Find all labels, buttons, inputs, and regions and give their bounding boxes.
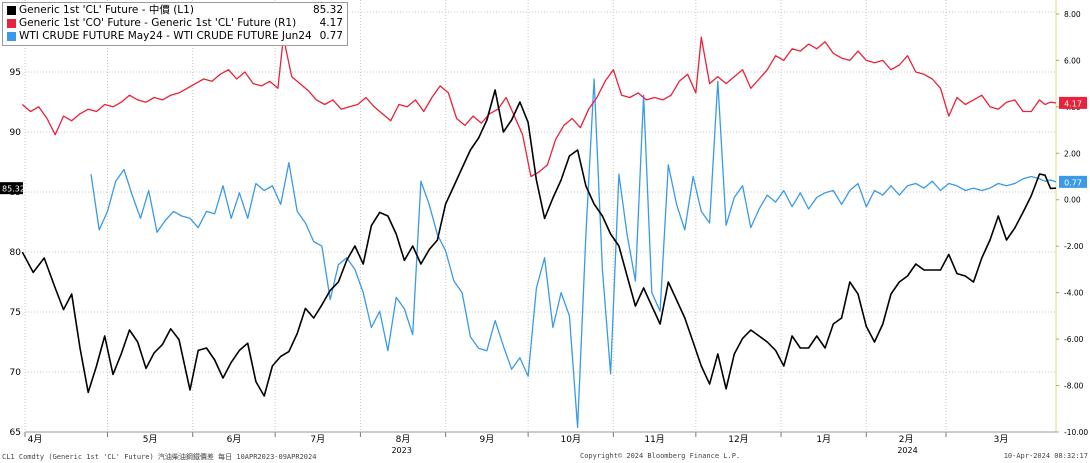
- x-axis-month-label: 8月: [396, 434, 411, 445]
- chart-legend: Generic 1st 'CL' Future - 中價 (L1) 85.32 …: [2, 2, 348, 46]
- footer-left: CL1 Comdty (Generic 1st 'CL' Future) 汽油柴…: [2, 453, 317, 461]
- left-axis-tick-label: 95: [10, 68, 21, 78]
- right-axis-tick-label: 8.00: [1064, 10, 1081, 19]
- legend-swatch-wti-spread: [7, 32, 16, 41]
- legend-value-wti-spread: 0.77: [319, 30, 343, 42]
- series-line-wti-spread: [90, 78, 1057, 429]
- right-axis-value-tag-text: 4.17: [1064, 99, 1082, 108]
- left-axis-tick-label: 75: [10, 308, 21, 318]
- left-axis-tick-label: 65: [10, 428, 21, 438]
- right-axis-tick-label: 6.00: [1064, 56, 1081, 65]
- legend-name-wti-spread: WTI CRUDE FUTURE May24 - WTI CRUDE FUTUR…: [19, 30, 314, 42]
- x-axis-year-label: 2024: [897, 446, 917, 455]
- series-line-co-cl: [21, 36, 1057, 178]
- x-axis-month-label: 2月: [899, 434, 914, 445]
- x-axis-month-label: 12月: [728, 434, 748, 445]
- x-axis-month-label: 11月: [644, 434, 664, 445]
- x-axis-year-label: 2023: [391, 446, 411, 455]
- left-axis-tick-label: 80: [10, 248, 22, 258]
- legend-entry-co-cl: Generic 1st 'CO' Future - Generic 1st 'C…: [7, 17, 343, 30]
- x-axis-month-label: 4月: [28, 434, 43, 445]
- left-axis-tick-label: 90: [10, 128, 22, 138]
- legend-swatch-co-cl: [7, 19, 16, 28]
- x-axis-month-label: 5月: [143, 434, 158, 445]
- right-axis-value-tag: [1059, 96, 1087, 109]
- footer-copyright: Copyright© 2024 Bloomberg Finance L.P.: [580, 452, 741, 460]
- right-axis-tick-label: -6.00: [1064, 335, 1084, 344]
- right-axis-tick-label: -2.00: [1064, 242, 1084, 251]
- right-axis-tick-label: 2.00: [1064, 149, 1081, 158]
- x-axis-month-label: 1月: [816, 434, 831, 445]
- right-axis-value-tag: [1059, 175, 1087, 188]
- right-axis-tick-label: -10.00: [1064, 428, 1088, 437]
- right-axis-tick-label: -4.00: [1064, 289, 1084, 298]
- right-axis-value-tag-text: 0.77: [1064, 178, 1082, 187]
- legend-name-co-cl: Generic 1st 'CO' Future - Generic 1st 'C…: [19, 17, 297, 29]
- legend-entry-cl: Generic 1st 'CL' Future - 中價 (L1) 85.32: [7, 4, 343, 17]
- x-axis-month-label: 6月: [227, 434, 242, 445]
- x-axis-month-label: 3月: [994, 434, 1009, 445]
- right-axis-tick-label: 0.00: [1064, 196, 1081, 205]
- legend-entry-wti-spread: WTI CRUDE FUTURE May24 - WTI CRUDE FUTUR…: [7, 30, 343, 43]
- footer-timestamp: 10-Apr-2024 08:32:17: [1003, 452, 1088, 460]
- x-axis-month-label: 7月: [310, 434, 325, 445]
- legend-name-cl: Generic 1st 'CL' Future - 中價 (L1): [19, 4, 194, 16]
- series-line-cl: [21, 89, 1057, 397]
- legend-value-co-cl: 4.17: [319, 17, 343, 29]
- left-axis-value-tag-text: 85.32: [2, 185, 25, 194]
- x-axis-month-label: 9月: [480, 434, 495, 445]
- legend-value-cl: 85.32: [312, 4, 343, 16]
- right-axis-tick-label: -8.00: [1064, 382, 1084, 391]
- left-axis-value-tag: [0, 182, 23, 195]
- left-axis-tick-label: 70: [10, 368, 22, 378]
- x-axis-month-label: 10月: [561, 434, 581, 445]
- legend-swatch-cl: [7, 6, 16, 15]
